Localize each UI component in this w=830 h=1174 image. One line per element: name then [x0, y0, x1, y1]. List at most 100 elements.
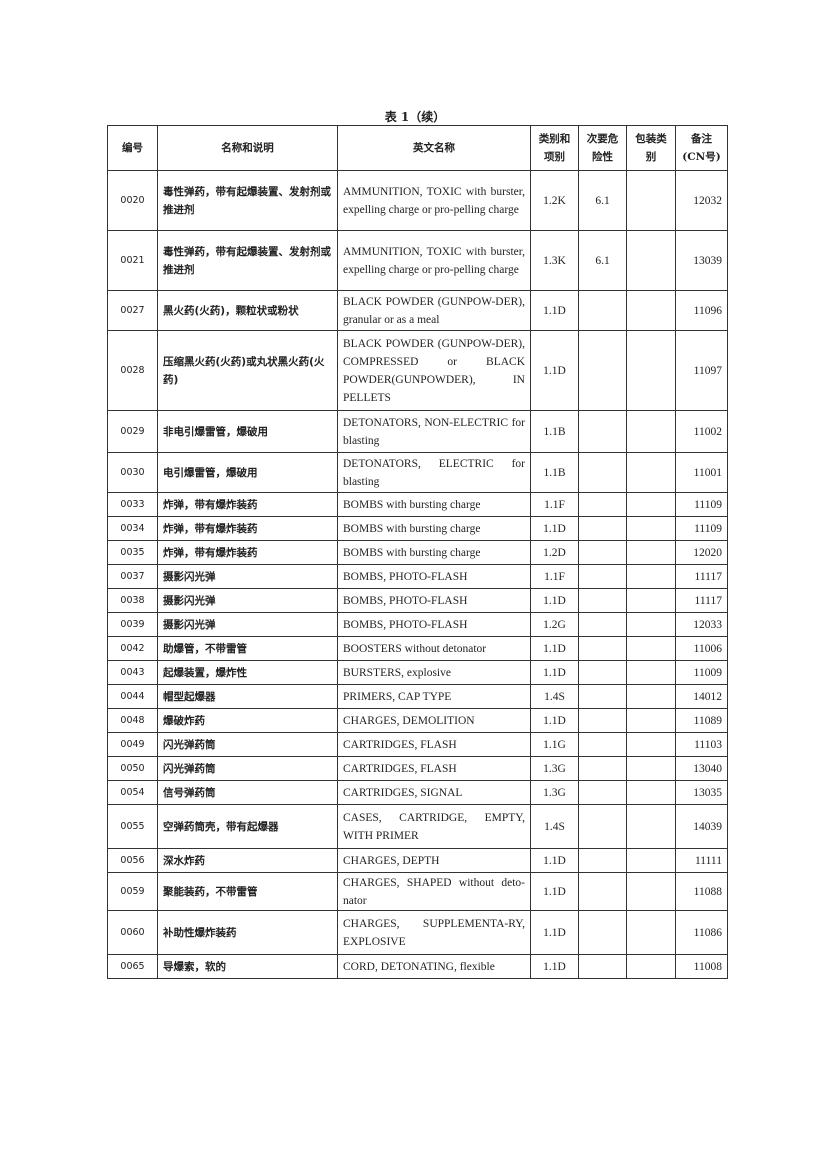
- cell-name: 空弹药筒壳，带有起爆器: [157, 804, 338, 849]
- cell-name: 补助性爆炸装药: [157, 910, 338, 955]
- cell-name: 摄影闪光弹: [157, 564, 338, 589]
- cell-name: 闪光弹药筒: [157, 732, 338, 757]
- cell-packing-group: [626, 636, 676, 661]
- table-row: 0048 爆破炸药 CHARGES, DEMOLITION 1.1D 11089: [107, 708, 728, 733]
- cell-subsidiary-risk: [578, 492, 627, 517]
- cell-english-name: AMMUNITION, TOXIC with burster, expellin…: [337, 230, 531, 291]
- table-caption: 表 1（续）: [384, 110, 446, 124]
- cell-packing-group: [626, 910, 676, 955]
- cell-subsidiary-risk: [578, 410, 627, 453]
- cell-subsidiary-risk: [578, 452, 627, 493]
- cell-class: 1.1D: [530, 636, 579, 661]
- cell-number: 0027: [107, 290, 158, 331]
- header-cn-number: 备注(CN号): [675, 125, 728, 171]
- table-row: 0020 毒性弹药，带有起爆装置、发射剂或推进剂 AMMUNITION, TOXIC…: [107, 170, 728, 231]
- table-row: 0039 摄影闪光弹 BOMBS, PHOTO-FLASH 1.2G 12033: [107, 612, 728, 637]
- cell-cn-number: 11088: [675, 872, 728, 911]
- cell-english-name: CHARGES, SHAPED without deto-nator: [337, 872, 531, 911]
- cell-english-name: BLACK POWDER (GUNPOW-DER), granular or a…: [337, 290, 531, 331]
- cell-name: 聚能装药，不带雷管: [157, 872, 338, 911]
- cell-class: 1.1D: [530, 516, 579, 541]
- cell-cn-number: 13039: [675, 230, 728, 291]
- cell-name: 闪光弹药筒: [157, 756, 338, 781]
- cell-packing-group: [626, 564, 676, 589]
- cell-number: 0055: [107, 804, 158, 849]
- cell-name: 炸弹，带有爆炸装药: [157, 516, 338, 541]
- cell-class: 1.2D: [530, 540, 579, 565]
- cell-number: 0029: [107, 410, 158, 453]
- cell-class: 1.3G: [530, 756, 579, 781]
- cell-number: 0020: [107, 170, 158, 231]
- cell-cn-number: 11006: [675, 636, 728, 661]
- cell-english-name: BOOSTERS without detonator: [337, 636, 531, 661]
- cell-packing-group: [626, 516, 676, 541]
- cell-name: 帽型起爆器: [157, 684, 338, 709]
- table-row: 0049 闪光弹药筒 CARTRIDGES, FLASH 1.1G 11103: [107, 732, 728, 757]
- cell-name: 毒性弹药，带有起爆装置、发射剂或推进剂: [157, 170, 338, 231]
- header-subsidiary-risk: 次要危险性: [578, 125, 627, 171]
- table-row: 0054 信号弹药筒 CARTRIDGES, SIGNAL 1.3G 13035: [107, 780, 728, 805]
- cell-subsidiary-risk: [578, 684, 627, 709]
- cell-number: 0039: [107, 612, 158, 637]
- cell-packing-group: [626, 170, 676, 231]
- dangerous-goods-table: 编号 名称和说明 英文名称 类别和项别 次要危险性 包装类别 备注(CN号) 0…: [107, 125, 728, 979]
- cell-number: 0048: [107, 708, 158, 733]
- cell-english-name: BOMBS with bursting charge: [337, 492, 531, 517]
- cell-packing-group: [626, 954, 676, 979]
- cell-subsidiary-risk: 6.1: [578, 170, 627, 231]
- cell-packing-group: [626, 872, 676, 911]
- cell-class: 1.4S: [530, 804, 579, 849]
- cell-number: 0065: [107, 954, 158, 979]
- cell-packing-group: [626, 804, 676, 849]
- header-class: 类别和项别: [530, 125, 579, 171]
- cell-subsidiary-risk: [578, 516, 627, 541]
- cell-number: 0030: [107, 452, 158, 493]
- cell-class: 1.1D: [530, 660, 579, 685]
- cell-english-name: CARTRIDGES, SIGNAL: [337, 780, 531, 805]
- table-row: 0038 摄影闪光弹 BOMBS, PHOTO-FLASH 1.1D 11117: [107, 588, 728, 613]
- cell-name: 黑火药(火药)，颗粒状或粉状: [157, 290, 338, 331]
- cell-class: 1.1B: [530, 452, 579, 493]
- cell-packing-group: [626, 492, 676, 517]
- cell-number: 0060: [107, 910, 158, 955]
- cell-cn-number: 11109: [675, 492, 728, 517]
- cell-cn-number: 11111: [675, 848, 728, 873]
- cell-number: 0028: [107, 330, 158, 411]
- cell-packing-group: [626, 732, 676, 757]
- cell-name: 电引爆雷管，爆破用: [157, 452, 338, 493]
- cell-number: 0038: [107, 588, 158, 613]
- cell-subsidiary-risk: [578, 910, 627, 955]
- cell-cn-number: 11103: [675, 732, 728, 757]
- cell-name: 起爆装置，爆炸性: [157, 660, 338, 685]
- cell-class: 1.1D: [530, 588, 579, 613]
- cell-number: 0043: [107, 660, 158, 685]
- cell-packing-group: [626, 230, 676, 291]
- cell-packing-group: [626, 756, 676, 781]
- cell-number: 0034: [107, 516, 158, 541]
- cell-subsidiary-risk: [578, 872, 627, 911]
- cell-number: 0033: [107, 492, 158, 517]
- cell-name: 摄影闪光弹: [157, 588, 338, 613]
- cell-cn-number: 14012: [675, 684, 728, 709]
- cell-english-name: BOMBS, PHOTO-FLASH: [337, 588, 531, 613]
- table-row: 0055 空弹药筒壳，带有起爆器 CASES, CARTRIDGE, EMPTY, …: [107, 804, 728, 849]
- cell-class: 1.1D: [530, 848, 579, 873]
- cell-english-name: PRIMERS, CAP TYPE: [337, 684, 531, 709]
- cell-number: 0054: [107, 780, 158, 805]
- cell-name: 信号弹药筒: [157, 780, 338, 805]
- cell-english-name: BOMBS with bursting charge: [337, 516, 531, 541]
- cell-subsidiary-risk: [578, 636, 627, 661]
- cell-english-name: CORD, DETONATING, flexible: [337, 954, 531, 979]
- cell-english-name: BURSTERS, explosive: [337, 660, 531, 685]
- cell-english-name: CARTRIDGES, FLASH: [337, 756, 531, 781]
- cell-english-name: CHARGES, DEPTH: [337, 848, 531, 873]
- table-row: 0037 摄影闪光弹 BOMBS, PHOTO-FLASH 1.1F 11117: [107, 564, 728, 589]
- cell-number: 0056: [107, 848, 158, 873]
- table-row: 0029 非电引爆雷管，爆破用 DETONATORS, NON-ELECTRIC f…: [107, 410, 728, 453]
- cell-cn-number: 11002: [675, 410, 728, 453]
- header-packing-group: 包装类别: [626, 125, 676, 171]
- cell-subsidiary-risk: [578, 804, 627, 849]
- cell-subsidiary-risk: [578, 564, 627, 589]
- cell-cn-number: 11097: [675, 330, 728, 411]
- cell-subsidiary-risk: [578, 732, 627, 757]
